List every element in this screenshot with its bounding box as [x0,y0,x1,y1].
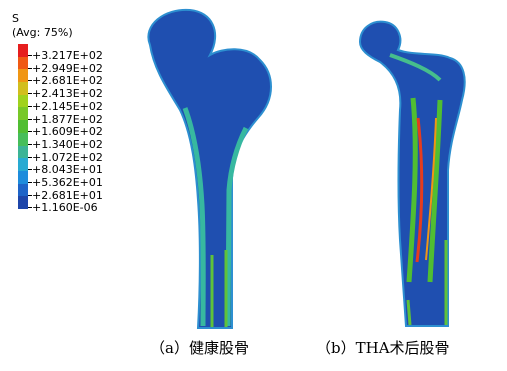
legend-swatch [18,132,28,146]
tha-stem-core-secondary [425,117,437,261]
tha-femur-neck-highlight [389,53,442,82]
healthy-femur [147,8,272,329]
legend-colorbar [18,44,28,209]
legend-label: +1.609E+02 [28,125,103,139]
legend-swatch [18,196,28,209]
legend-label: +1.340E+02 [28,137,103,151]
legend-label: +2.681E+02 [28,74,103,88]
legend-label: +2.949E+02 [28,61,103,75]
healthy-femur-outline [147,8,272,329]
legend-label: +2.413E+02 [28,87,103,101]
healthy-femur-edge-right [225,126,249,327]
legend-swatch [18,170,28,184]
healthy-femur-edge-green [210,250,228,327]
legend-swatch [18,120,28,133]
caption-tha-femur: （b）THA术后股骨 [316,339,450,357]
legend-swatch [18,94,28,108]
legend-label: +1.160E-06 [28,201,98,215]
legend-swatch [18,107,28,121]
legend-swatch [18,145,28,159]
legend-label: +5.362E+01 [28,176,103,189]
legend-label: +2.681E+01 [28,188,103,202]
legend-label: +1.877E+02 [28,112,103,126]
legend-label: +3.217E+02 [28,49,103,62]
legend-swatch [18,56,28,70]
legend-label: +2.145E+02 [28,99,103,113]
tha-femur-outline [358,20,466,327]
caption-healthy-femur: （a）健康股骨 [150,339,249,357]
legend-swatch [18,44,28,57]
legend-swatch [18,158,28,171]
legend-title: S [12,12,19,25]
tha-stem-outline-right [427,99,443,283]
healthy-femur-edge-left [182,107,206,327]
legend-label: +1.072E+02 [28,150,103,164]
legend-swatch [18,183,28,197]
tha-stem-outline-left [406,97,418,283]
legend-swatch [18,69,28,83]
tha-femur-cortex-green [406,240,448,326]
tha-femur [358,20,466,327]
tha-stem-core [415,117,424,263]
legend-label: +8.043E+01 [28,163,103,177]
legend-subtitle: (Avg: 75%) [12,26,73,39]
legend-swatch [18,82,28,95]
